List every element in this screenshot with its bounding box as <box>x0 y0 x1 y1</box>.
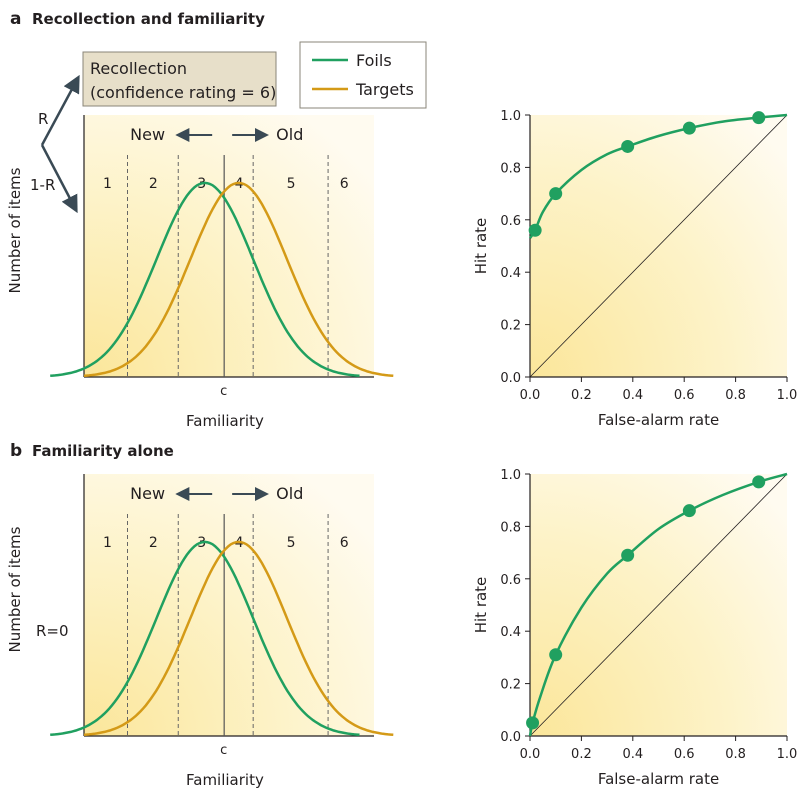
r-label: R <box>38 110 48 128</box>
b-roc-y-tick-label: 0.4 <box>500 625 521 640</box>
b-dist-new-label: New <box>130 484 165 503</box>
a-roc-data-point <box>549 187 563 201</box>
a-roc-x-tick-label: 0.8 <box>725 388 746 403</box>
b-roc-x-tick-label: 0.2 <box>571 747 592 762</box>
b-roc-y-tick-label: 1.0 <box>500 468 521 483</box>
a-roc-data-point <box>621 139 635 153</box>
b-roc-y-tick-label: 0.2 <box>500 678 521 693</box>
b-roc-x-tick-label: 0.6 <box>674 747 695 762</box>
a-roc-x-tick-label: 0.2 <box>571 388 592 403</box>
a-roc-x-tick-label: 1.0 <box>777 388 798 403</box>
recollection-label: Recollection <box>90 59 187 78</box>
b-dist-bin-label: 6 <box>340 535 349 551</box>
b-roc-data-point <box>526 716 540 730</box>
a-roc-y-tick-label: 0.2 <box>500 319 521 334</box>
b-dist-old-label: Old <box>276 484 303 503</box>
b-roc-x-tick-label: 0.4 <box>622 747 643 762</box>
recollection-subtitle: (confidence rating = 6) <box>90 83 276 102</box>
a-dist-bin-label: 2 <box>149 176 158 192</box>
a-roc-y-tick-label: 0.8 <box>500 161 521 176</box>
b-roc-y-axis-title: Hit rate <box>472 577 490 634</box>
a-dist-new-label: New <box>130 125 165 144</box>
b-roc-x-axis-title: False-alarm rate <box>598 770 719 788</box>
panel-b-title: Familiarity alone <box>32 442 174 460</box>
b-roc-x-tick-label: 0.8 <box>725 747 746 762</box>
panel-b-roc-plot: 0.0 0.2 0.4 0.6 0.8 1.0 0.0 0.2 0.4 0.6 0.8 1.0 Fals… <box>472 468 797 788</box>
b-roc-x-tick-label: 1.0 <box>777 747 798 762</box>
a-dist-criterion-label: c <box>220 384 227 399</box>
panel-a-roc-plot: 0.0 0.2 0.4 0.6 0.8 1.0 0.0 0.2 0.4 0.6 0.8 1.0 Fals… <box>472 109 797 429</box>
a-roc-roc-curve <box>528 113 788 239</box>
a-roc-y-axis-title: Hit rate <box>472 218 490 275</box>
r-zero-label: R=0 <box>36 622 69 640</box>
panel-a-title: Recollection and familiarity <box>32 10 265 28</box>
recollection-box <box>82 51 277 107</box>
a-dist-targets-curve <box>83 181 394 378</box>
panel-b-dist-background <box>84 474 374 736</box>
a-dist-x-axis-title: Familiarity <box>186 412 264 430</box>
a-roc-x-tick-label: 0.6 <box>674 388 695 403</box>
legend-foils-label: Foils <box>356 51 392 70</box>
panel-a-dist-background <box>84 115 374 377</box>
b-dist-foils-curve <box>50 540 360 737</box>
a-dist-bin-label: 5 <box>287 176 296 192</box>
a-roc-x-tick-label: 0.4 <box>622 388 643 403</box>
panel-b-letter: b <box>10 441 22 461</box>
b-dist-y-axis-title: Number of items <box>6 526 24 652</box>
one-minus-r-label: 1-R <box>30 176 55 194</box>
a-roc-data-point <box>752 111 766 125</box>
b-roc-y-tick-label: 0.8 <box>500 520 521 535</box>
a-roc-chance-diagonal <box>529 114 788 378</box>
b-dist-x-axis-title: Familiarity <box>186 771 264 789</box>
a-roc-x-axis-title: False-alarm rate <box>598 411 719 429</box>
a-dist-foils-curve <box>50 181 360 378</box>
a-roc-y-tick-label: 1.0 <box>500 109 521 124</box>
a-dist-y-axis-title: Number of items <box>6 167 24 293</box>
b-roc-data-point <box>682 504 696 518</box>
b-roc-x-tick-label: 0.0 <box>520 747 541 762</box>
b-dist-targets-curve <box>83 540 394 737</box>
legend-targets-label: Targets <box>355 80 414 99</box>
b-dist-bin-label: 1 <box>103 535 112 551</box>
a-dist-bin-label: 1 <box>103 176 112 192</box>
b-roc-data-point <box>752 475 766 489</box>
a-roc-x-tick-label: 0.0 <box>520 388 541 403</box>
a-roc-y-tick-label: 0.4 <box>500 266 521 281</box>
b-roc-y-tick-label: 0.0 <box>500 730 521 745</box>
b-dist-bin-label: 5 <box>287 535 296 551</box>
a-roc-data-point <box>528 223 542 237</box>
b-roc-roc-curve <box>528 472 788 737</box>
b-dist-criterion-label: c <box>220 743 227 758</box>
b-roc-data-point <box>549 648 563 662</box>
a-roc-data-point <box>682 121 696 135</box>
r-arrow <box>40 74 80 146</box>
one-minus-r-arrow <box>40 144 78 214</box>
a-dist-bin-label: 6 <box>340 176 349 192</box>
b-roc-chance-diagonal <box>529 473 788 737</box>
legend <box>299 41 427 109</box>
panel-a-letter: a <box>10 9 21 29</box>
b-dist-bin-label: 2 <box>149 535 158 551</box>
a-roc-y-tick-label: 0.0 <box>500 371 521 386</box>
b-roc-y-tick-label: 0.6 <box>500 573 521 588</box>
a-roc-y-tick-label: 0.6 <box>500 214 521 229</box>
b-roc-data-point <box>621 548 635 562</box>
a-dist-old-label: Old <box>276 125 303 144</box>
